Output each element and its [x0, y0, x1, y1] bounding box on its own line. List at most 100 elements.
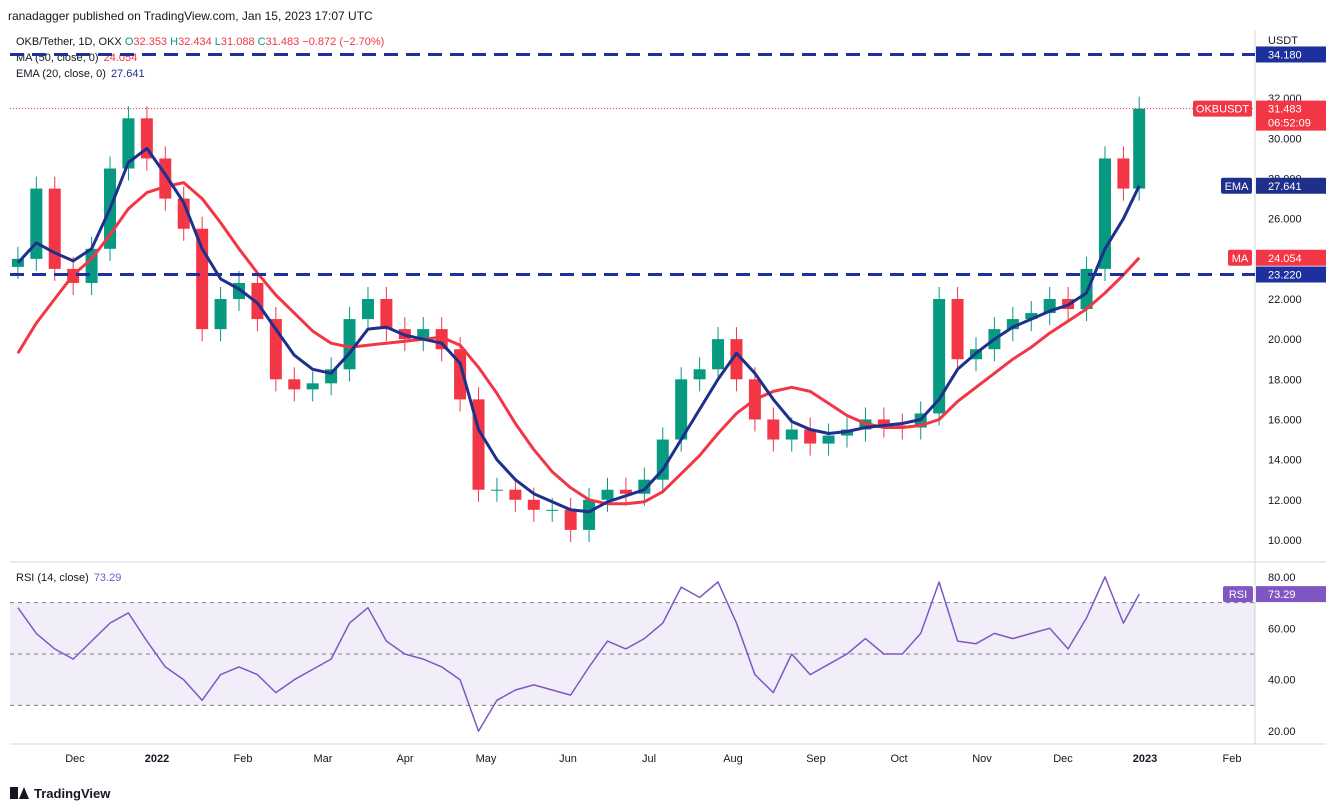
rsi-name-tag	[1223, 586, 1253, 603]
ema-legend-label: EMA (20, close, 0)	[16, 68, 106, 80]
candle-body	[343, 319, 356, 370]
price-tick-label: 22.000	[1268, 294, 1302, 306]
candle-body	[214, 299, 227, 330]
price-tag-countdown: 06:52:09	[1268, 118, 1311, 130]
time-tick-label: Oct	[890, 753, 907, 765]
rsi-tick-label: 20.00	[1268, 726, 1296, 738]
currency-label: USDT	[1268, 35, 1298, 47]
time-tick-label: Jun	[559, 753, 577, 765]
level-tag	[1256, 46, 1326, 63]
series-name-label: MA	[1232, 253, 1249, 265]
time-tick-label: Aug	[723, 753, 743, 765]
candle-body	[583, 499, 596, 530]
candle-body	[1006, 319, 1019, 330]
series-name-tag	[1228, 249, 1252, 266]
rsi-legend-value: 73.29	[93, 572, 122, 584]
price-tag-value: 24.054	[1268, 253, 1302, 265]
time-tick-label: Feb	[234, 753, 253, 765]
candle-body	[490, 489, 503, 491]
rsi-value-tag	[1256, 586, 1326, 603]
candle-body	[251, 282, 264, 320]
ma-line	[16, 181, 1141, 506]
footer-brand: TradingView	[34, 785, 111, 801]
candle-body	[380, 299, 393, 330]
time-tick-label: Sep	[806, 753, 826, 765]
ema-legend: EMA (20, close, 0) 27.641	[16, 66, 145, 82]
candle-body	[417, 329, 430, 340]
candle-body	[1080, 268, 1093, 310]
price-tick-label: 20.000	[1268, 334, 1302, 346]
candle-body	[730, 339, 743, 380]
rsi-tick-label: 40.00	[1268, 675, 1296, 687]
time-tick-label: Feb	[1223, 753, 1242, 765]
price-tag-value: 27.641	[1268, 181, 1302, 193]
level-tag	[1256, 266, 1326, 283]
open-value: 32.353	[133, 36, 168, 48]
rsi-legend: RSI (14, close) 73.29	[16, 570, 121, 586]
rsi-legend-label: RSI (14, close)	[16, 572, 89, 584]
high-label: H	[170, 36, 179, 48]
candle-body	[804, 429, 817, 444]
price-tick-label: 10.000	[1268, 535, 1302, 547]
high-value: 32.434	[178, 36, 212, 48]
candle-body	[564, 509, 577, 530]
change-value: −0.872 (−2.70%)	[302, 36, 385, 48]
price-tag	[1256, 177, 1326, 194]
rsi-band	[10, 602, 1255, 706]
candle-body	[785, 429, 798, 440]
candle-body	[1117, 158, 1130, 189]
candle-body	[822, 435, 835, 444]
publish-header: ranadagger published on TradingView.com,…	[8, 4, 373, 28]
ema-line	[16, 146, 1141, 514]
candle-body	[877, 419, 890, 426]
candle-body	[140, 118, 153, 159]
candle-body	[306, 383, 319, 390]
price-tick-label: 30.000	[1268, 133, 1302, 145]
time-tick-label: May	[476, 753, 497, 765]
symbol-label: OKB/Tether, 1D, OKX	[16, 36, 122, 48]
candle-body	[435, 329, 448, 350]
time-tick-label: Apr	[396, 753, 413, 765]
price-tag-value: 31.483	[1268, 104, 1302, 116]
candle-body	[196, 228, 209, 330]
series-name-label: EMA	[1225, 181, 1250, 193]
time-tick-label: 2022	[145, 753, 169, 765]
candle-body	[675, 379, 688, 440]
candle-body	[48, 188, 61, 269]
candle-body	[509, 489, 522, 500]
candle-body	[361, 299, 374, 320]
candle-body	[767, 419, 780, 440]
ohlc-legend: OKB/Tether, 1D, OKX O32.353 H32.434 L 31.…	[16, 34, 384, 50]
rsi-tick-label: 80.00	[1268, 572, 1296, 584]
price-tag	[1256, 100, 1326, 131]
rsi-tick-label: 60.00	[1268, 623, 1296, 635]
candle-body	[30, 188, 43, 259]
candle-body	[712, 339, 725, 370]
rsi-value-tag-label: 73.29	[1268, 589, 1296, 601]
time-tick-label: 2023	[1133, 753, 1157, 765]
candle-body	[122, 118, 135, 169]
low-label: L	[214, 36, 221, 48]
time-tick-label: Mar	[314, 753, 333, 765]
candle-body	[601, 489, 614, 500]
candle-body	[951, 299, 964, 360]
time-tick-label: Dec	[65, 753, 85, 765]
time-tick-label: Jul	[642, 753, 656, 765]
candle-body	[288, 379, 301, 390]
publish-text: ranadagger published on TradingView.com,…	[8, 9, 373, 23]
close-label: C	[257, 36, 266, 48]
time-tick-label: Dec	[1053, 753, 1073, 765]
tradingview-logo-icon	[10, 787, 29, 799]
tradingview-footer[interactable]: TradingView	[10, 783, 110, 803]
candle-body	[546, 509, 559, 511]
ema-legend-value: 27.641	[110, 68, 145, 80]
price-tag	[1256, 249, 1326, 266]
level-tag-label: 34.180	[1268, 49, 1302, 61]
candle-body	[656, 439, 669, 480]
open-label: O	[124, 36, 134, 48]
level-tag-label: 23.220	[1268, 270, 1302, 282]
close-value: 31.483	[265, 36, 300, 48]
price-tick-label: 18.000	[1268, 374, 1302, 386]
candle-body	[1133, 108, 1146, 189]
